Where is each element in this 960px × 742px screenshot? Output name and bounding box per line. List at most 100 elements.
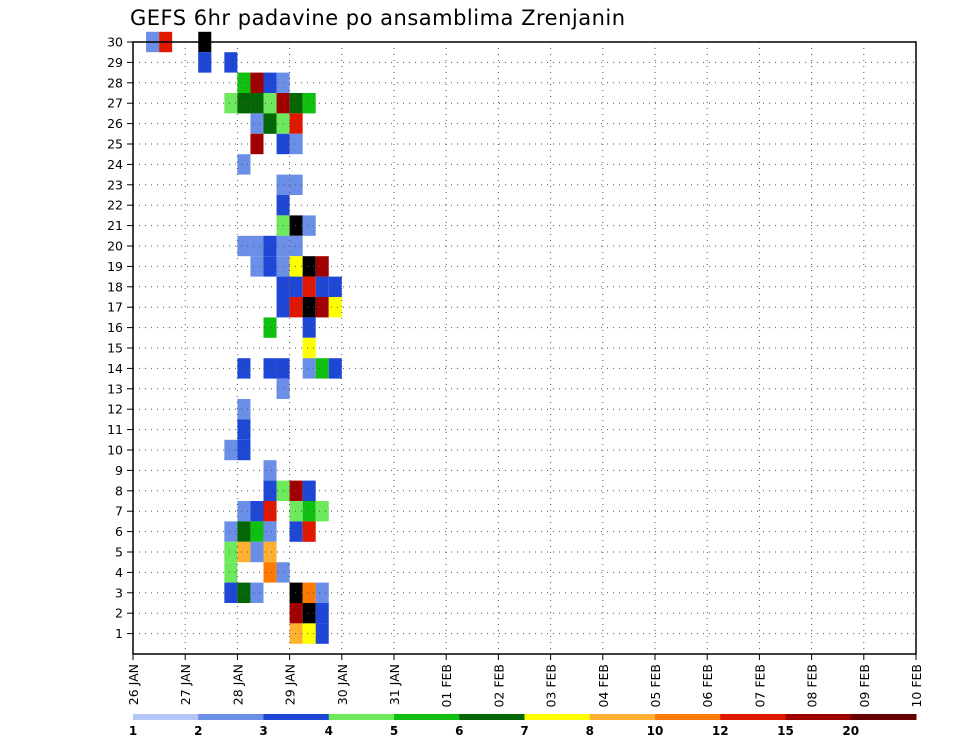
heatmap-cell <box>289 501 303 522</box>
y-tick-label: 25 <box>107 137 123 152</box>
colorbar-swatch <box>785 714 852 720</box>
heatmap-cell <box>302 603 316 624</box>
colorbar-label: 7 <box>520 724 528 738</box>
heatmap-cell <box>263 72 277 93</box>
heatmap-cell <box>237 235 251 257</box>
heatmap-cell <box>263 521 277 542</box>
colorbar-swatch <box>263 714 330 720</box>
heatmap-cell <box>302 582 316 603</box>
y-tick-label: 17 <box>107 300 123 315</box>
heatmap-cell <box>250 133 264 155</box>
y-tick-label: 11 <box>107 422 123 437</box>
chart-title: GEFS 6hr padavine po ansamblima Zrenjani… <box>130 6 626 30</box>
heatmap-cell <box>302 256 316 277</box>
heatmap-cell <box>289 256 303 277</box>
heatmap-cell <box>289 603 303 624</box>
y-tick-label: 4 <box>115 565 123 580</box>
heatmap-cell <box>289 276 303 297</box>
colorbar-label: 6 <box>455 724 463 738</box>
heatmap-cell <box>302 215 316 236</box>
colorbar-label: 5 <box>390 724 398 738</box>
x-tick-label: 07 FEB <box>752 664 767 708</box>
heatmap-cell <box>315 623 329 644</box>
heatmap-cell <box>263 93 277 114</box>
y-tick-label: 22 <box>107 198 123 213</box>
x-tick-label: 05 FEB <box>648 664 663 708</box>
heatmap-cell <box>263 460 277 481</box>
y-tick-label: 14 <box>107 361 123 376</box>
y-tick-label: 18 <box>107 279 123 294</box>
colorbar-swatch <box>198 714 264 720</box>
heatmap-cell <box>237 439 251 461</box>
heatmap-cell <box>224 439 238 461</box>
heatmap-cell <box>315 582 329 603</box>
heatmap-cell <box>263 235 277 257</box>
colorbar-swatch <box>524 714 591 720</box>
colorbar-label: 20 <box>842 724 859 738</box>
colorbar-label: 12 <box>712 724 729 738</box>
heatmap-cell <box>289 297 303 318</box>
y-tick-label: 19 <box>107 259 123 274</box>
colorbar-label: 8 <box>586 724 594 738</box>
colorbar-swatch <box>394 714 460 720</box>
heatmap-cell <box>289 582 303 603</box>
y-tick-label: 2 <box>115 606 123 621</box>
colorbar-swatch <box>133 714 199 720</box>
colorbar-swatch <box>589 714 656 720</box>
heatmap-cell <box>289 133 303 155</box>
heatmap-cell <box>263 480 277 501</box>
y-tick-label: 7 <box>115 504 123 519</box>
heatmap-cell <box>237 154 251 175</box>
y-tick-label: 3 <box>115 585 123 600</box>
colorbar-label: 3 <box>259 724 267 738</box>
heatmap-cell <box>315 276 329 297</box>
y-tick-label: 24 <box>107 157 123 172</box>
colorbar-swatch <box>655 714 721 720</box>
heatmap-cell <box>302 358 316 379</box>
y-tick-label: 15 <box>107 341 123 356</box>
y-tick-label: 29 <box>107 55 123 70</box>
heatmap-cell <box>263 562 277 583</box>
y-tick-label: 20 <box>107 239 123 254</box>
heatmap-cell <box>315 256 329 277</box>
heatmap-cell <box>289 623 303 644</box>
heatmap-cell <box>328 276 342 297</box>
x-tick-label: 26 JAN <box>126 664 141 705</box>
heatmap-cell <box>289 174 303 195</box>
heatmap-cell <box>250 521 264 542</box>
heatmap-cell <box>263 358 277 379</box>
colorbar-label: 10 <box>647 724 664 738</box>
colorbar-swatch <box>720 714 786 720</box>
y-tick-label: 6 <box>115 524 123 539</box>
y-tick-label: 5 <box>115 545 123 560</box>
x-tick-label: 10 FEB <box>909 664 924 708</box>
heatmap-cell <box>250 235 264 257</box>
colorbar: 1 2 3 4 5 6 7 8 10 12 15 20 <box>129 714 917 738</box>
x-axis: 26 JAN 27 JAN 28 JAN 29 JAN 30 JAN 31 JAN 01 F… <box>126 654 924 708</box>
y-axis: 1234567891011121314151617181920212223242… <box>107 35 133 641</box>
heatmap-cell <box>302 276 316 297</box>
heatmap-cell <box>224 521 238 542</box>
heatmap-cell <box>315 603 329 624</box>
x-tick-label: 01 FEB <box>439 664 454 708</box>
y-tick-label: 27 <box>107 96 123 111</box>
heatmap-cell <box>302 480 316 501</box>
y-tick-label: 10 <box>107 443 123 458</box>
x-tick-label: 02 FEB <box>491 664 506 708</box>
y-tick-label: 12 <box>107 402 123 417</box>
heatmap-cell <box>250 541 264 563</box>
heatmap-cell <box>328 358 342 379</box>
heatmap-cell <box>302 501 316 522</box>
heatmap-cell <box>289 480 303 501</box>
x-tick-label: 03 FEB <box>544 664 559 708</box>
heatmap-cells <box>146 31 342 644</box>
colorbar-label: 4 <box>325 724 333 738</box>
heatmap-cell <box>302 521 316 542</box>
heatmap-cell <box>224 93 238 114</box>
heatmap-cell <box>237 419 251 440</box>
heatmap-cell <box>302 297 316 318</box>
heatmap-cell <box>237 358 251 379</box>
heatmap-cell <box>263 501 277 522</box>
heatmap-cell <box>289 215 303 236</box>
